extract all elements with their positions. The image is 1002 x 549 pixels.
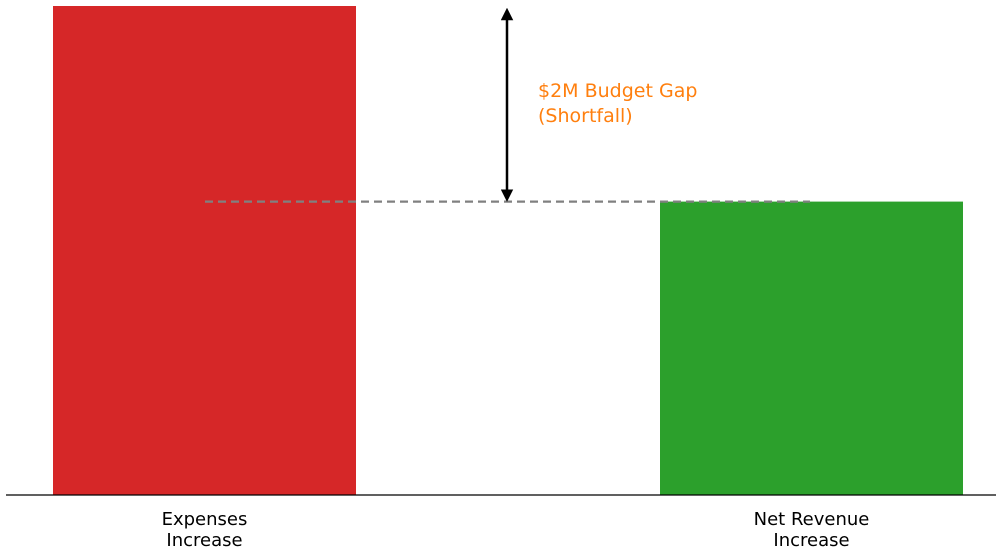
x-tick-label-net-revenue-increase: Net Revenue Increase: [754, 509, 870, 549]
bar-expenses-increase: [53, 6, 356, 495]
budget-gap-annotation: $2M Budget Gap (Shortfall): [538, 80, 697, 127]
annotation-layer: $2M Budget Gap (Shortfall): [205, 7, 810, 203]
bars-layer: [53, 6, 963, 495]
labels-layer: Expenses Increase Net Revenue Increase: [162, 509, 870, 549]
bar-net-revenue-increase: [660, 201, 963, 495]
x-tick-label-expenses-increase: Expenses Increase: [162, 509, 248, 549]
